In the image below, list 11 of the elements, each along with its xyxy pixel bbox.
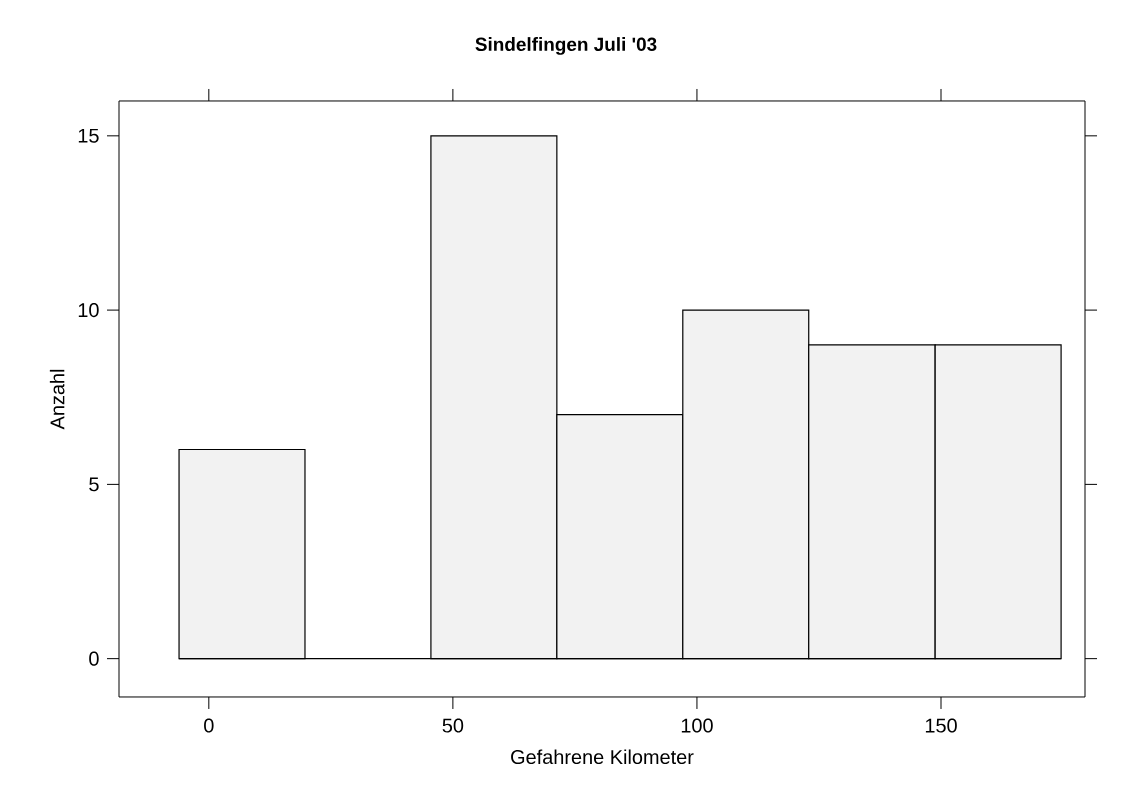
x-tick-label: 50 [442,718,464,733]
x-axis-title: Gefahrene Kilometer [511,749,694,765]
chart-title: Sindelfingen Juli '03 [475,37,657,55]
y-tick-label: 10 [78,303,99,318]
y-tick-label: 5 [89,477,99,492]
x-tick-label: 0 [204,718,214,733]
x-tick-label: 100 [681,718,713,733]
x-tick-label: 150 [925,718,957,733]
y-tick-label: 0 [89,651,99,666]
y-tick-label: 15 [78,128,99,143]
y-axis-title: Anzahl [49,369,65,430]
